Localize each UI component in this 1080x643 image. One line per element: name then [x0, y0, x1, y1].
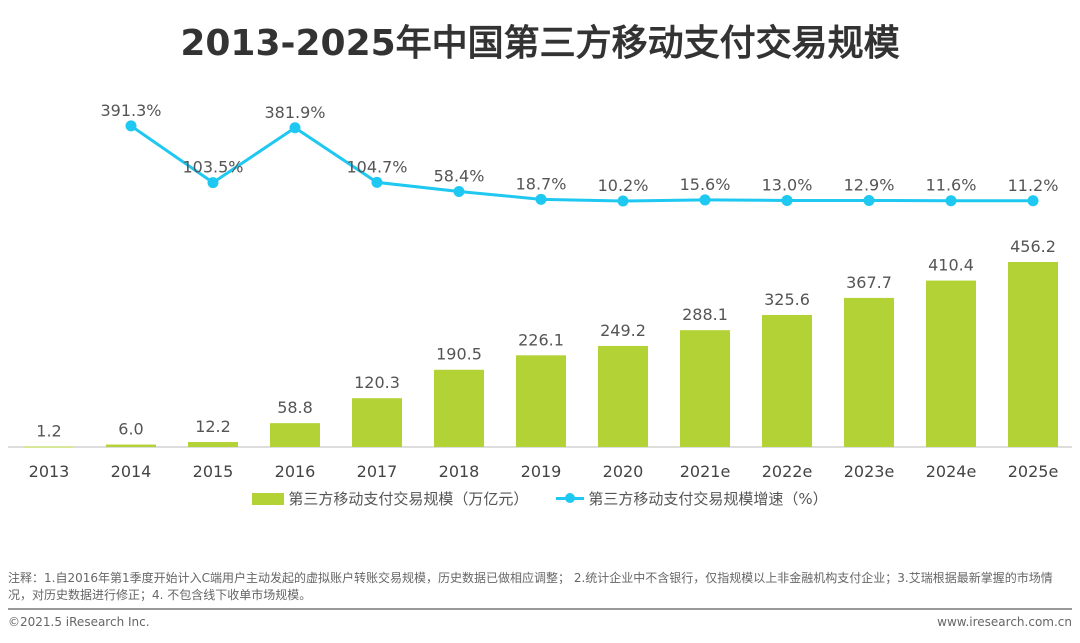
bar-label: 12.2 [195, 417, 231, 436]
legend-swatch-bar [252, 492, 285, 505]
x-tick-label: 2015 [193, 462, 234, 480]
x-tick-label: 2019 [521, 462, 562, 480]
legend-swatch-line [556, 493, 585, 503]
legend-label-bar: 第三方移动支付交易规模（万亿元） [288, 490, 529, 508]
bar [516, 355, 566, 447]
bar [1008, 262, 1058, 447]
bar [106, 444, 156, 447]
bar-label: 190.5 [436, 345, 482, 364]
line-point [781, 194, 793, 206]
bar-label: 456.2 [1010, 237, 1056, 256]
line-label: 15.6% [680, 175, 731, 194]
bar [24, 446, 74, 448]
line-label: 104.7% [346, 157, 407, 176]
bar-label: 1.2 [36, 422, 61, 441]
line-label: 11.2% [1008, 176, 1059, 195]
line-point [207, 177, 219, 189]
line-label: 12.9% [844, 175, 895, 194]
website-link[interactable]: www.iresearch.com.cn [937, 615, 1072, 629]
line-label: 13.0% [762, 175, 813, 194]
divider [8, 608, 1072, 610]
bar [434, 369, 484, 447]
x-tick-label: 2013 [29, 462, 70, 480]
line-point [371, 176, 383, 188]
legend-item-line: 第三方移动支付交易规模增速（%） [556, 488, 828, 509]
legend-label-line: 第三方移动支付交易规模增速（%） [588, 490, 828, 508]
chart-title: 2013-2025年中国第三方移动支付交易规模 [180, 23, 900, 64]
line-label: 10.2% [598, 176, 649, 195]
bar-label: 58.8 [277, 398, 313, 417]
bar [352, 398, 402, 447]
line-point [863, 194, 875, 206]
bar [598, 345, 648, 447]
line-label: 103.5% [182, 158, 243, 177]
x-tick-label: 2025e [1008, 462, 1059, 480]
line-label: 58.4% [434, 166, 485, 185]
bar [926, 280, 976, 447]
line-label: 381.9% [264, 103, 325, 122]
line-label: 18.7% [516, 174, 567, 193]
bar [844, 297, 894, 447]
bar-label: 226.1 [518, 330, 564, 349]
growth-line [130, 124, 1034, 203]
bar [762, 314, 812, 447]
bar [188, 442, 238, 447]
chart-plot: 1.2 2013 6.0 2014 12.2 2015 58.8 2016 120.3 2017 1… [8, 101, 1072, 480]
bar-label: 288.1 [682, 305, 728, 324]
line-point [699, 194, 711, 206]
x-tick-label: 2020 [603, 462, 644, 480]
bar-label: 325.6 [764, 290, 810, 309]
footnote: 注释：1.自2016年第1季度开始计入C端用户主动发起的虚拟账户转账交易规模，历… [8, 571, 1053, 602]
line-label: 11.6% [926, 176, 977, 195]
line-point [945, 195, 957, 207]
bar-label: 120.3 [354, 373, 400, 392]
x-tick-label: 2014 [111, 462, 152, 480]
bar-label: 367.7 [846, 273, 892, 292]
line-point [535, 193, 547, 205]
copyright: ©2021.5 iResearch Inc. [8, 615, 150, 629]
x-tick-label: 2017 [357, 462, 398, 480]
x-tick-label: 2016 [275, 462, 316, 480]
bar-label: 410.4 [928, 256, 974, 275]
bar-label: 249.2 [600, 321, 646, 340]
bar [680, 330, 730, 447]
x-tick-label: 2023e [844, 462, 895, 480]
x-tick-label: 2021e [680, 462, 731, 480]
line-point [617, 195, 629, 207]
x-tick-label: 2018 [439, 462, 480, 480]
line-point [125, 120, 137, 132]
legend-item-bar: 第三方移动支付交易规模（万亿元） [252, 488, 528, 509]
line-point [453, 185, 465, 197]
x-tick-label: 2022e [762, 462, 813, 480]
line-label: 391.3% [100, 101, 161, 120]
line-point [1027, 195, 1039, 207]
bar [270, 423, 320, 447]
legend: 第三方移动支付交易规模（万亿元） 第三方移动支付交易规模增速（%） [0, 488, 1080, 509]
x-tick-label: 2024e [926, 462, 977, 480]
bar-label: 6.0 [118, 420, 143, 439]
line-point [289, 122, 301, 134]
